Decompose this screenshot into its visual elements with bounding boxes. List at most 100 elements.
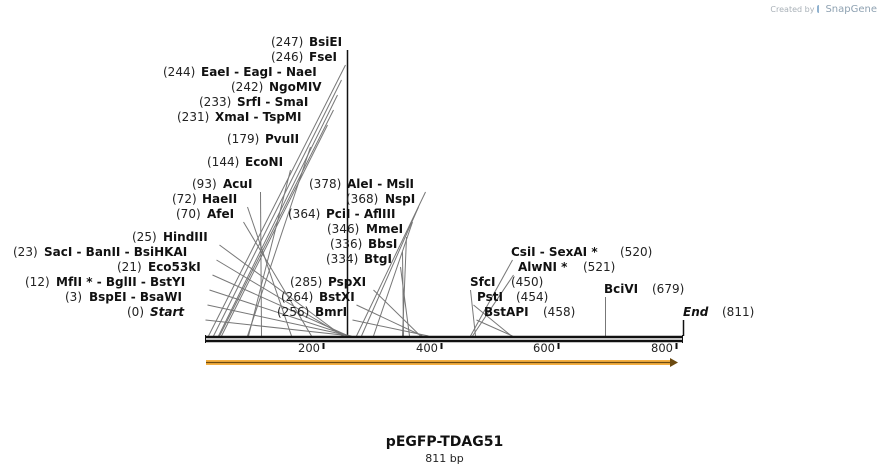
- enzyme-label-group[interactable]: (70) AfeI: [176, 207, 234, 221]
- site-line: [213, 79, 342, 337]
- enzyme-label-group[interactable]: (144) EcoNI: [207, 155, 283, 169]
- enzyme-label-group[interactable]: (242) NgoMIV: [231, 80, 322, 94]
- enzyme-name: EaeI: [201, 65, 230, 79]
- enzyme-names: HindIII: [163, 230, 208, 244]
- enzyme-label-group[interactable]: (246) FseI: [271, 50, 337, 64]
- site-position: (244): [163, 65, 195, 79]
- enzyme-label-group[interactable]: (0) Start: [127, 305, 185, 319]
- enzyme-name: TspMI: [263, 110, 302, 124]
- enzyme-labels: (247) BsiEI (246) FseI (244) EaeI - EagI - Na…: [13, 35, 754, 319]
- enzyme-label-group[interactable]: (3) BspEI - BsaWI: [65, 290, 182, 304]
- enzyme-name: CsiI: [511, 245, 536, 259]
- enzyme-label-group[interactable]: (247) BsiEI: [271, 35, 342, 49]
- site-line: [208, 64, 346, 337]
- plasmid-length: 811 bp: [425, 452, 464, 465]
- enzyme-label-group[interactable]: (264) BstXI: [281, 290, 355, 304]
- site-line: [373, 289, 421, 337]
- name-separator: -: [249, 110, 262, 124]
- enzyme-name: BbsI: [368, 237, 397, 251]
- plasmid-name: pEGFP-TDAG51: [385, 434, 504, 450]
- enzyme-label-group[interactable]: (378) AleI - MslI: [309, 177, 414, 191]
- enzyme-name: Start: [150, 305, 185, 319]
- enzyme-label-group[interactable]: (521) AlwNI *: [518, 260, 615, 274]
- site-position: (23): [13, 245, 38, 259]
- enzyme-name: MfII *: [56, 275, 93, 289]
- enzyme-label-group[interactable]: (12) MfII * - BglII - BstYI: [25, 275, 185, 289]
- snapgene-credit: Created by SnapGene: [770, 4, 877, 15]
- enzyme-names: EaeI - EagI - NaeI: [201, 65, 317, 79]
- enzyme-label-group[interactable]: (231) XmaI - TspMI: [177, 110, 301, 124]
- enzyme-names: BstAPI: [484, 305, 529, 319]
- site-position: (256): [277, 305, 309, 319]
- scale-tick-label: 400: [416, 341, 438, 355]
- enzyme-name: BglII: [106, 275, 137, 289]
- site-lines: [205, 50, 685, 337]
- enzyme-label-group[interactable]: (679) BciVI: [604, 282, 684, 296]
- site-line: [356, 304, 423, 337]
- credit-brand: SnapGene: [825, 4, 877, 15]
- name-separator: -: [137, 275, 150, 289]
- enzyme-label-group[interactable]: (93) AcuI: [192, 177, 252, 191]
- site-position: (450): [511, 275, 543, 289]
- enzyme-label-group[interactable]: (23) SacI - BanII - BsiHKAI: [13, 245, 187, 259]
- enzyme-name: EcoNI: [245, 155, 283, 169]
- enzyme-name: BsiHKAI: [134, 245, 188, 259]
- enzyme-label-group[interactable]: (25) HindIII: [132, 230, 208, 244]
- enzyme-name: MmeI: [366, 222, 403, 236]
- enzyme-label-group[interactable]: (450) SfcI: [470, 275, 543, 289]
- enzyme-label-group[interactable]: (72) HaeII: [172, 192, 237, 206]
- enzyme-label-group[interactable]: (458) BstAPI: [484, 305, 575, 319]
- site-line: [209, 289, 350, 337]
- enzyme-names: BsiEI: [309, 35, 342, 49]
- enzyme-name: FseI: [309, 50, 337, 64]
- site-line: [218, 94, 338, 337]
- enzyme-name: End: [683, 305, 709, 319]
- scale-ticks: 200 400 600 800: [298, 341, 678, 355]
- enzyme-label-group[interactable]: (334) BtgI: [326, 252, 392, 266]
- name-separator: -: [536, 245, 549, 259]
- feature-track: [206, 358, 678, 367]
- site-line: [473, 304, 512, 337]
- site-line: [470, 259, 513, 337]
- enzyme-names: AleI - MslI: [347, 177, 414, 191]
- site-position: (0): [127, 305, 144, 319]
- enzyme-label-group[interactable]: (454) PstI: [477, 290, 548, 304]
- enzyme-label-group[interactable]: (285) PspXI: [290, 275, 366, 289]
- site-position: (334): [326, 252, 358, 266]
- site-position: (454): [516, 290, 548, 304]
- site-position: (179): [227, 132, 259, 146]
- enzyme-names: HaeII: [202, 192, 237, 206]
- site-line: [472, 274, 514, 337]
- enzyme-label-group[interactable]: (179) PvuII: [227, 132, 299, 146]
- enzyme-name: BstYI: [150, 275, 185, 289]
- site-position: (264): [281, 290, 313, 304]
- site-position: (458): [543, 305, 575, 319]
- enzyme-label-group[interactable]: (346) MmeI: [327, 222, 403, 236]
- enzyme-label-group[interactable]: (233) SrfI - SmaI: [199, 95, 308, 109]
- enzyme-label-group[interactable]: (244) EaeI - EagI - NaeI: [163, 65, 317, 79]
- name-separator: -: [127, 290, 140, 304]
- enzyme-label-group[interactable]: (336) BbsI: [330, 237, 397, 251]
- enzyme-name: XmaI: [215, 110, 249, 124]
- enzyme-name: SacI: [44, 245, 72, 259]
- enzyme-name: PspXI: [328, 275, 366, 289]
- enzyme-name: BmrI: [315, 305, 347, 319]
- site-line: [260, 191, 262, 337]
- enzyme-name: PciI: [326, 207, 351, 221]
- enzyme-names: SfcI: [470, 275, 495, 289]
- enzyme-names: PciI - AflIII: [326, 207, 395, 221]
- enzyme-label-group[interactable]: (364) PciI - AflIII: [288, 207, 395, 221]
- enzyme-label-group[interactable]: (21) Eco53kI: [117, 260, 201, 274]
- enzyme-name: EagI: [243, 65, 272, 79]
- site-line: [207, 304, 351, 337]
- enzyme-label-group[interactable]: (368) NspI: [346, 192, 415, 206]
- enzyme-label-group[interactable]: (811) End: [683, 305, 754, 319]
- enzyme-label-group[interactable]: (256) BmrI: [277, 305, 347, 319]
- enzyme-label-group[interactable]: (520) CsiI - SexAI *: [511, 245, 652, 259]
- enzyme-name: SexAI *: [549, 245, 598, 259]
- site-line: [243, 221, 312, 337]
- enzyme-names: XmaI - TspMI: [215, 110, 301, 124]
- site-position: (346): [327, 222, 359, 236]
- enzyme-names: AfeI: [207, 207, 234, 221]
- enzyme-names: PstI: [477, 290, 503, 304]
